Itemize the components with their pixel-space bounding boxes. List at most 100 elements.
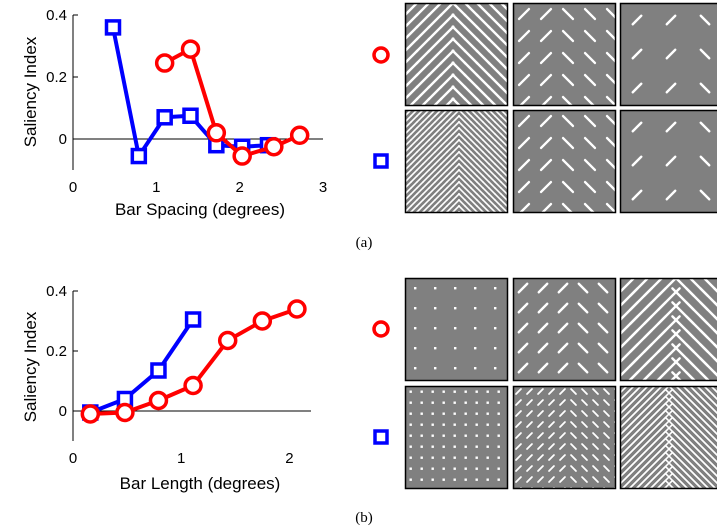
tile-dot — [453, 478, 456, 481]
tile-bar — [592, 465, 599, 472]
tile-bar — [422, 127, 430, 135]
tile-bar — [699, 357, 717, 377]
tile-bar — [515, 399, 522, 406]
data-point-square — [156, 109, 173, 126]
tile-dot — [497, 401, 500, 404]
tile-bar — [603, 410, 610, 417]
tile-bar — [440, 187, 448, 195]
tile-bar — [570, 399, 577, 406]
tile-bar — [561, 73, 575, 87]
stimulus-tile-medium-chevron — [512, 109, 617, 236]
tile-bar — [452, 181, 460, 189]
tile-bar — [517, 29, 531, 43]
tile-bar — [620, 479, 632, 489]
tile-dot — [409, 445, 412, 448]
tile-bar — [678, 486, 683, 489]
tile-bar — [487, 49, 503, 65]
tile-border — [512, 277, 617, 382]
tile-bar — [517, 114, 531, 128]
tile-dot — [475, 412, 478, 415]
tile-bar — [671, 486, 676, 489]
tile-dot — [434, 347, 437, 350]
tile-bar — [428, 151, 436, 159]
data-point-circle — [148, 390, 169, 411]
tile-bar — [537, 388, 544, 395]
tile-bar — [526, 399, 533, 406]
tile-bar — [597, 302, 609, 314]
tile-bar — [620, 458, 632, 472]
data-point-square — [182, 107, 199, 124]
tile-bar — [665, 155, 677, 167]
tile-bar — [452, 205, 460, 213]
tile-dot — [420, 478, 423, 481]
tile-bar — [559, 432, 566, 439]
tile-bar — [699, 48, 711, 60]
tile-bar — [482, 193, 490, 201]
tile-bar — [434, 175, 442, 183]
tile-dot — [409, 412, 412, 415]
tile-bar — [440, 151, 448, 159]
tile-dot — [432, 490, 434, 492]
tile-dot — [464, 390, 467, 393]
tile-bar — [583, 29, 597, 43]
tile-bar — [422, 121, 430, 129]
tile-bar — [410, 127, 418, 135]
tile-bar — [410, 145, 418, 153]
tile-bar — [577, 342, 589, 354]
tile-dot — [414, 367, 417, 370]
tile-bar — [416, 163, 424, 171]
y-tick-label: 0 — [59, 403, 67, 420]
tile-bar — [464, 127, 472, 135]
tile-dot — [497, 478, 500, 481]
tile-bar — [458, 163, 466, 171]
tile-bar — [526, 465, 533, 472]
tile-bar — [557, 282, 569, 294]
tile-bar — [620, 465, 632, 479]
tile-bar — [405, 25, 419, 41]
tile-border — [404, 385, 509, 490]
tile-bar — [517, 302, 529, 314]
tile-bar — [515, 454, 522, 461]
stimulus-tile-dot-grid — [404, 277, 509, 382]
tile-dot — [431, 456, 434, 459]
tile-bar — [561, 180, 575, 194]
tile-dot — [410, 490, 412, 492]
tile-bar — [446, 193, 454, 201]
tile-bar — [476, 127, 484, 135]
data-point-circle — [180, 39, 201, 59]
tile-bar — [648, 486, 653, 489]
tile-bar — [699, 155, 711, 167]
y-axis-label: Saliency Index — [21, 311, 40, 422]
tile-bar — [526, 410, 533, 417]
tile-bar — [446, 127, 454, 135]
tile-bar — [482, 139, 490, 147]
tile-bar — [458, 187, 466, 195]
tile-bar — [470, 157, 478, 165]
tile-bar — [557, 342, 569, 354]
tile-bar — [500, 127, 508, 135]
tile-bar — [482, 127, 490, 135]
tile-bars — [620, 386, 717, 489]
tile-bar — [488, 205, 496, 213]
tile-bar — [410, 205, 418, 213]
tile-bar — [470, 175, 478, 183]
tile-dot — [509, 402, 511, 404]
tile-border — [512, 385, 617, 490]
tile-bar — [620, 402, 632, 416]
tile-bar — [557, 362, 569, 374]
stimulus-tile-dense-long-bar-chevron — [619, 385, 717, 490]
tile-bar — [488, 121, 496, 129]
tile-dot — [409, 478, 412, 481]
tile-dot — [442, 401, 445, 404]
tile-bar — [428, 163, 436, 171]
tile-bar — [559, 388, 566, 395]
tile-bar — [494, 121, 502, 129]
tile-bar — [548, 421, 555, 428]
tile-bar — [592, 399, 599, 406]
tile-bar — [463, 61, 479, 77]
tile-dot — [497, 423, 500, 426]
tile-bar — [597, 342, 609, 354]
tile-bar — [470, 187, 478, 195]
tile-dot — [475, 434, 478, 437]
tile-bar — [541, 226, 551, 236]
